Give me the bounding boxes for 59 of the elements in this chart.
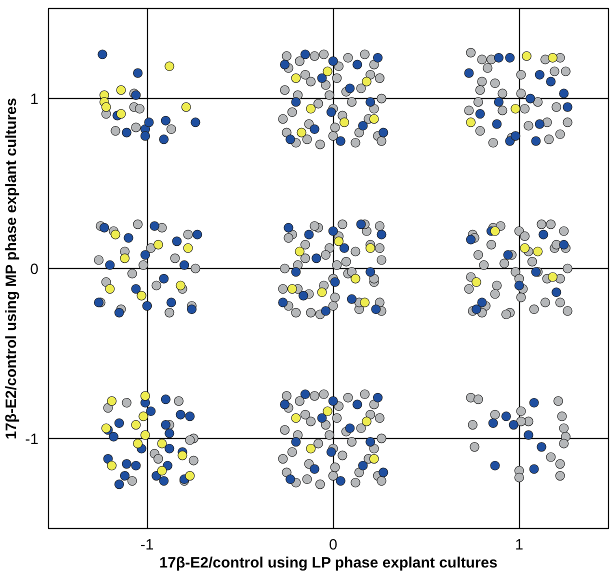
point [153,240,164,250]
point [334,236,344,246]
point [548,272,558,282]
point [490,226,500,236]
point [157,466,167,476]
x-tick-label: -1 [140,536,154,554]
point [183,243,193,253]
point [136,290,146,300]
point [366,243,376,253]
point [520,243,530,253]
point [533,246,543,256]
point [306,444,316,454]
point [287,284,298,294]
y-axis-title: 17β-E2/control using MP phase explant cultures [3,98,20,440]
point [138,412,148,422]
point [350,274,360,284]
point [157,438,167,448]
point [133,438,143,448]
point [362,416,372,426]
point [322,66,332,76]
point [296,128,306,138]
point [185,471,195,481]
point [369,114,379,124]
x-tick-label: 1 [515,536,524,554]
point [131,420,141,430]
point [110,230,120,240]
point [106,396,117,406]
point [101,102,111,112]
point [164,61,174,72]
point [105,284,115,294]
point [466,118,476,128]
point [140,391,150,401]
point [106,460,117,470]
point [362,76,372,86]
point [369,454,379,464]
x-axis-title: 17β-E2/control using LP phase explant cultures [159,554,498,572]
point [294,246,304,256]
point [317,288,327,298]
point [176,280,186,290]
y-tick-label: 1 [30,91,38,108]
point [360,298,370,308]
y-tick-label: -1 [25,430,39,448]
x-tick-label: 0 [328,536,338,554]
point [306,104,316,114]
point [178,450,188,460]
y-tick-label: 0 [30,261,38,278]
point [116,109,126,119]
point [548,52,558,63]
point [116,85,126,95]
point [510,104,520,114]
point [140,430,150,440]
point [120,254,130,264]
point [472,277,482,287]
point [322,406,332,416]
point [522,51,532,61]
point [340,118,350,128]
point [291,413,301,423]
point [291,73,301,83]
point [181,102,191,112]
